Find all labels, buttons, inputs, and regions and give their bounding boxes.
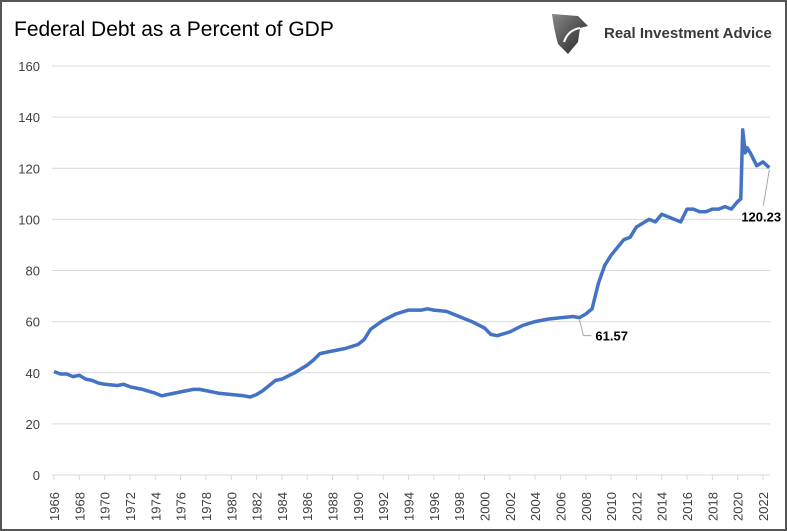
x-tick-label: 2008 [579, 492, 594, 521]
y-tick-label: 60 [26, 315, 40, 330]
x-tick-label: 1970 [98, 492, 113, 521]
x-tick-label: 1990 [351, 492, 366, 521]
x-tick-label: 1994 [402, 492, 417, 521]
debt-series-line [53, 128, 771, 399]
y-tick-label: 40 [26, 366, 40, 381]
logo-text: Real Investment Advice [604, 24, 772, 42]
y-tick-label: 100 [18, 212, 40, 227]
x-tick-label: 2016 [680, 492, 695, 521]
x-tick-label: 2004 [528, 492, 543, 521]
x-tick-label: 1974 [148, 492, 163, 521]
chart-title: Federal Debt as a Percent of GDP [14, 18, 334, 41]
y-tick-label: 80 [26, 264, 40, 279]
annotation-label: 61.57 [595, 329, 628, 344]
y-tick-label: 160 [18, 59, 40, 74]
x-tick-label: 2012 [629, 492, 644, 521]
y-tick-label: 140 [18, 110, 40, 125]
x-tick-label: 1966 [47, 492, 62, 521]
x-tick-label: 1980 [224, 492, 239, 521]
y-tick-label: 20 [26, 417, 40, 432]
logo: Real Investment Advice [550, 12, 772, 54]
x-tick-label: 1968 [72, 492, 87, 521]
x-tick-label: 1982 [250, 492, 265, 521]
x-tick-label: 2022 [756, 492, 771, 521]
x-tick-label: 1992 [376, 492, 391, 521]
x-tick-label: 2002 [503, 492, 518, 521]
annotation-label: 120.23 [741, 210, 781, 225]
x-tick-label: 1988 [326, 492, 341, 521]
eagle-shield-icon [552, 14, 588, 54]
x-tick-label: 1996 [427, 492, 442, 521]
y-tick-label: 0 [33, 468, 40, 483]
y-tick-label: 120 [18, 161, 40, 176]
x-tick-label: 2000 [477, 492, 492, 521]
x-tick-label: 2006 [553, 492, 568, 521]
x-tick-label: 2020 [731, 492, 746, 521]
x-tick-label: 1998 [452, 492, 467, 521]
x-tick-label: 1976 [174, 492, 189, 521]
x-tick-label: 1972 [123, 492, 138, 521]
x-tick-label: 1986 [300, 492, 315, 521]
x-tick-label: 1978 [199, 492, 214, 521]
x-tick-label: 1984 [275, 492, 290, 521]
annotation-leader [578, 319, 592, 337]
x-tick-label: 2014 [655, 492, 670, 521]
x-tick-label: 2018 [705, 492, 720, 521]
annotation-leader [762, 169, 770, 206]
x-tick-label: 2010 [604, 492, 619, 521]
